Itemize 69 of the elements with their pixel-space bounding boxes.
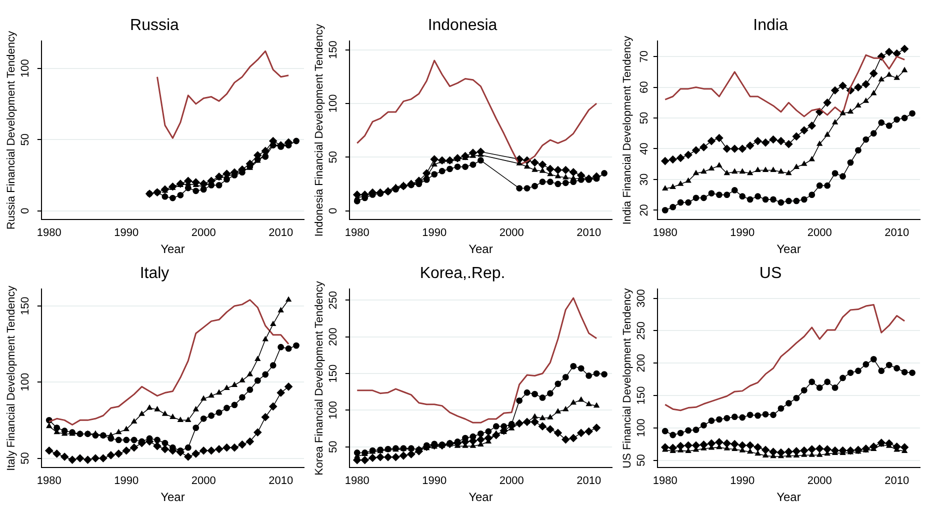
- x-axis-title: Year: [468, 242, 493, 256]
- x-tick-label: 1980: [652, 475, 678, 488]
- x-axis-title: Year: [776, 490, 801, 504]
- x-tick-label: 1990: [114, 227, 139, 240]
- x-tick-label: 2010: [884, 475, 910, 488]
- y-tick-label: 50: [638, 112, 650, 124]
- y-axis-title: Korea Financial Development Tendency: [314, 280, 326, 476]
- y-tick-label: 30: [638, 173, 650, 186]
- chart-title: Korea,.Rep.: [420, 265, 506, 282]
- y-tick-label: 50: [635, 454, 648, 466]
- chart-title: Italy: [140, 265, 170, 282]
- y-tick-label: 0: [19, 208, 32, 214]
- x-tick-label: 2000: [807, 475, 832, 488]
- chart-title: Indonesia: [428, 17, 498, 34]
- x-axis-title: Year: [776, 242, 801, 256]
- chart-title: US: [759, 265, 782, 282]
- x-tick-label: 2000: [191, 475, 216, 488]
- y-tick-label: 50: [327, 151, 340, 164]
- chart-title: Russia: [130, 17, 180, 34]
- x-tick-label: 1990: [114, 475, 139, 488]
- y-tick-label: 150: [327, 364, 340, 383]
- y-axis-title: Russia Financial Development Tendency: [6, 30, 18, 230]
- y-axis-title: US Financial Development Tendency: [622, 288, 634, 468]
- x-tick-label: 1980: [36, 227, 62, 240]
- y-tick-label: 100: [327, 401, 340, 420]
- y-tick-label: 150: [327, 40, 340, 59]
- y-tick-label: 40: [638, 142, 650, 155]
- y-tick-label: 300: [635, 289, 648, 308]
- x-tick-label: 2010: [884, 227, 910, 240]
- x-tick-label: 2000: [191, 227, 216, 240]
- y-tick-label: 150: [19, 296, 32, 316]
- x-tick-label: 1980: [344, 227, 370, 240]
- y-tick-label: 50: [327, 440, 340, 453]
- x-axis-title: Year: [160, 490, 185, 504]
- y-tick-label: 200: [635, 354, 648, 372]
- x-tick-label: 1990: [422, 475, 447, 488]
- chart-title: India: [753, 17, 788, 34]
- y-axis-title: India Financial Development Tendency: [622, 35, 634, 225]
- y-tick-label: 100: [19, 59, 32, 78]
- x-tick-label: 1990: [730, 227, 755, 240]
- x-tick-label: 2000: [499, 227, 524, 240]
- y-tick-label: 200: [327, 328, 340, 346]
- y-axis-title: Indonesia Financial Development Tendency: [314, 24, 326, 237]
- y-tick-label: 50: [19, 452, 32, 464]
- y-tick-label: 0: [327, 208, 340, 214]
- x-tick-label: 2010: [576, 227, 602, 240]
- y-tick-label: 20: [638, 204, 650, 216]
- x-tick-label: 2010: [268, 227, 294, 240]
- y-tick-label: 100: [19, 372, 32, 392]
- x-tick-label: 1980: [36, 475, 62, 488]
- x-tick-label: 1980: [344, 475, 370, 488]
- y-tick-label: 100: [327, 94, 340, 113]
- x-axis-title: Year: [160, 242, 185, 256]
- x-tick-label: 1990: [422, 227, 447, 240]
- y-tick-label: 250: [327, 291, 340, 310]
- x-tick-label: 2010: [268, 475, 294, 488]
- x-axis-title: Year: [468, 490, 493, 504]
- x-tick-label: 2010: [576, 475, 602, 488]
- x-tick-label: 2000: [807, 227, 832, 240]
- y-tick-label: 250: [635, 321, 648, 340]
- y-tick-label: 150: [635, 386, 648, 405]
- y-tick-label: 50: [19, 133, 32, 146]
- y-tick-label: 60: [638, 81, 650, 94]
- x-tick-label: 2000: [499, 475, 524, 488]
- x-tick-label: 1990: [730, 475, 755, 488]
- x-tick-label: 1980: [652, 227, 678, 240]
- y-axis-title: Italy Financial Development Tendency: [6, 285, 18, 471]
- y-tick-label: 100: [635, 418, 648, 438]
- y-tick-label: 70: [638, 50, 650, 63]
